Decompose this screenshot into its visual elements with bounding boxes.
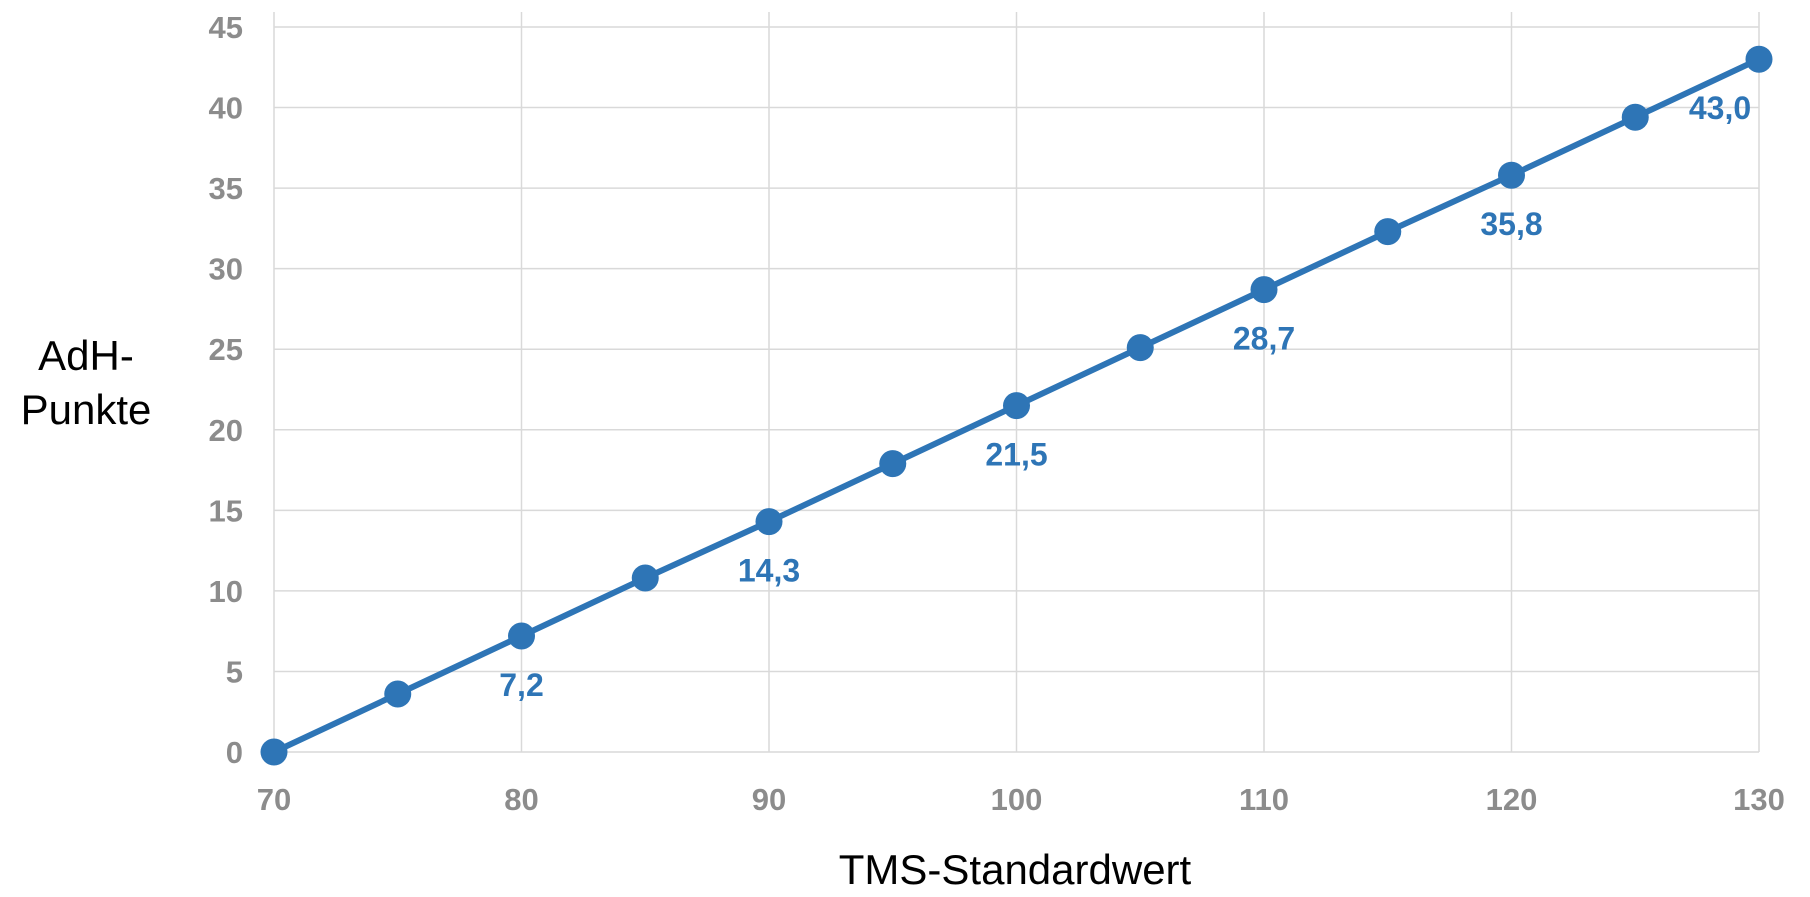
x-tick-label: 130 (1733, 782, 1785, 817)
x-tick-label: 90 (752, 782, 786, 817)
data-point (1621, 103, 1649, 131)
y-tick-label: 30 (209, 252, 243, 287)
y-axis-title-line-1: AdH- (38, 332, 134, 379)
y-tick-label: 0 (226, 735, 243, 770)
data-label: 7,2 (499, 667, 543, 703)
data-point (1126, 334, 1154, 362)
data-label: 43,0 (1689, 90, 1751, 126)
data-point (631, 564, 659, 592)
x-tick-label: 100 (991, 782, 1043, 817)
data-labels: 7,2 14,3 21,5 28,7 35,8 43,0 (499, 90, 1751, 703)
x-tick-label: 110 (1239, 782, 1289, 817)
data-label: 14,3 (738, 553, 800, 589)
data-label: 35,8 (1480, 206, 1542, 242)
data-point (1498, 161, 1525, 189)
data-point (755, 508, 783, 536)
x-axis-title: TMS-Standardwert (839, 846, 1192, 893)
data-point (1250, 276, 1278, 304)
y-axis-title-line-2: Punkte (21, 386, 152, 433)
data-point (1003, 392, 1030, 420)
y-tick-label: 10 (209, 574, 243, 609)
y-tick-label: 40 (209, 91, 243, 126)
y-tick-label: 35 (209, 171, 243, 206)
data-point (879, 450, 907, 478)
y-tick-label: 20 (209, 413, 243, 448)
tick-labels: 0 5 10 15 20 25 30 35 40 45 70 80 90 100 110 120 130 (209, 10, 1785, 817)
data-label: 28,7 (1233, 321, 1295, 357)
data-label: 21,5 (985, 437, 1047, 473)
x-tick-label: 70 (257, 782, 291, 817)
data-point (508, 622, 535, 650)
data-point (1374, 218, 1402, 246)
x-tick-label: 120 (1486, 782, 1538, 817)
data-point (1745, 45, 1773, 73)
series (260, 45, 1773, 766)
y-tick-label: 45 (209, 10, 243, 45)
data-point (384, 680, 412, 708)
y-tick-label: 5 (226, 654, 243, 689)
gridlines (273, 12, 1760, 753)
y-tick-label: 25 (209, 332, 243, 367)
data-point (260, 738, 288, 766)
x-tick-label: 80 (504, 782, 538, 817)
y-tick-label: 15 (209, 493, 243, 528)
